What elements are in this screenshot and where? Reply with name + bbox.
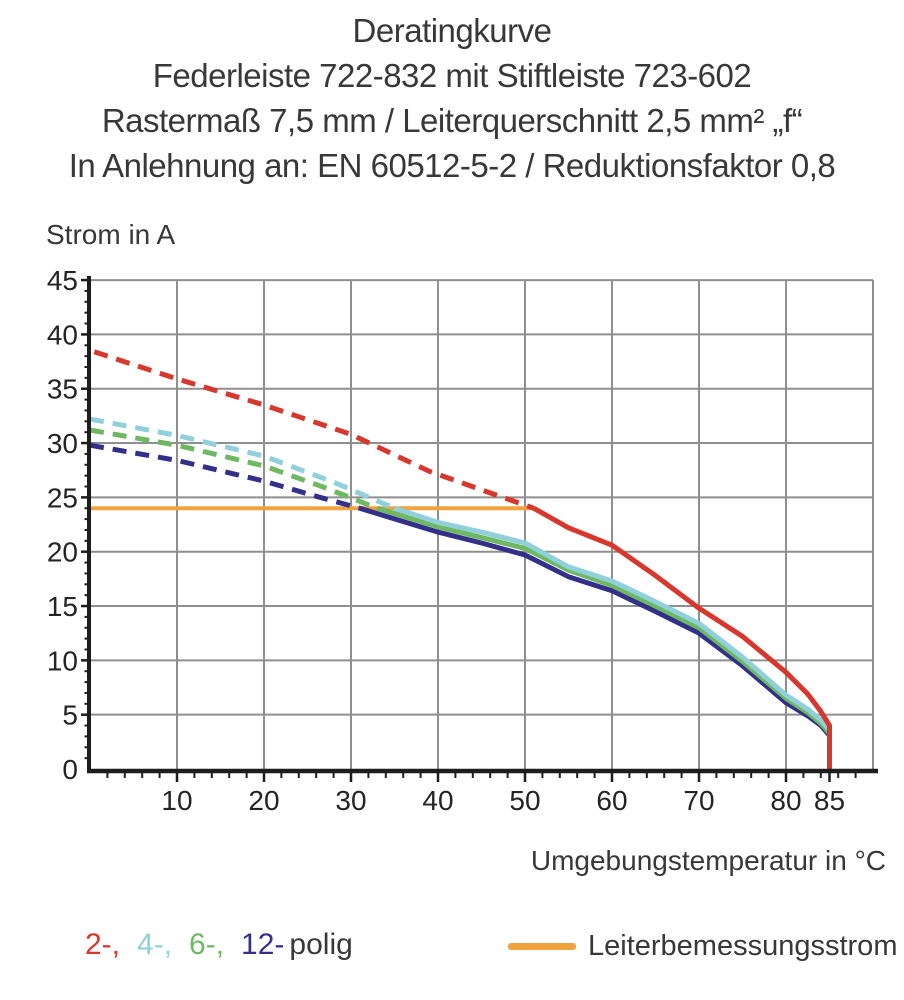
legend-item-12: 12- — [241, 928, 285, 961]
y-tick-label-15: 15 — [47, 591, 78, 622]
x-tick-label-10: 10 — [161, 785, 192, 816]
chart-title-line2: Federleiste 722-832 mit Stiftleiste 723-… — [152, 57, 752, 94]
rated-current-line-swatch — [508, 943, 576, 950]
rated-current-label: Leiterbemessungsstrom — [588, 930, 898, 962]
y-tick-label-0: 0 — [62, 754, 78, 785]
chart-title-block: Deratingkurve Federleiste 722-832 mit St… — [0, 8, 904, 188]
series-6-polig-dashed — [89, 427, 379, 511]
x-axis-title: Umgebungstemperatur in °C — [530, 845, 886, 876]
y-tick-label-5: 5 — [62, 700, 78, 731]
series-12-polig — [358, 505, 832, 769]
x-tick-label-20: 20 — [248, 785, 279, 816]
legend-rated-current: Leiterbemessungsstrom — [508, 930, 897, 963]
y-tick-label-45: 45 — [47, 265, 78, 296]
chart-title-line4: In Anlehnung an: EN 60512-5-2 / Reduktio… — [68, 147, 836, 184]
x-tick-label-30: 30 — [335, 785, 366, 816]
series-2-polig — [532, 506, 832, 769]
x-tick-label-60: 60 — [596, 785, 627, 816]
y-tick-label-20: 20 — [47, 537, 78, 568]
x-tick-label-40: 40 — [422, 785, 453, 816]
legend-item-6: 6-, — [189, 928, 225, 961]
series-12-polig-dashed — [89, 442, 361, 511]
x-tick-label-85: 85 — [814, 785, 845, 816]
y-tick-label-25: 25 — [47, 482, 78, 513]
legend-item-4: 4-, — [137, 928, 173, 961]
y-tick-label-30: 30 — [47, 428, 78, 459]
legend-item-2: 2-, — [85, 928, 121, 961]
legend-item-polig: polig — [289, 928, 353, 961]
series-4-polig — [393, 505, 832, 769]
series-6-polig — [376, 505, 832, 769]
y-axis-title: Strom in A — [46, 219, 176, 250]
x-tick-label-70: 70 — [683, 785, 714, 816]
chart-title-line3: Rastermaß 7,5 mm / Leiterquerschnitt 2,5… — [101, 102, 803, 139]
y-tick-label-40: 40 — [47, 319, 78, 350]
chart-title-line1: Deratingkurve — [352, 12, 552, 49]
x-tick-label-80: 80 — [770, 785, 801, 816]
series-4-polig-dashed — [89, 416, 396, 511]
legend-pole-counts: 2-, 4-, 6-, 12- polig — [85, 928, 353, 962]
y-tick-label-10: 10 — [47, 645, 78, 676]
x-tick-label-50: 50 — [509, 785, 540, 816]
y-tick-label-35: 35 — [47, 374, 78, 405]
